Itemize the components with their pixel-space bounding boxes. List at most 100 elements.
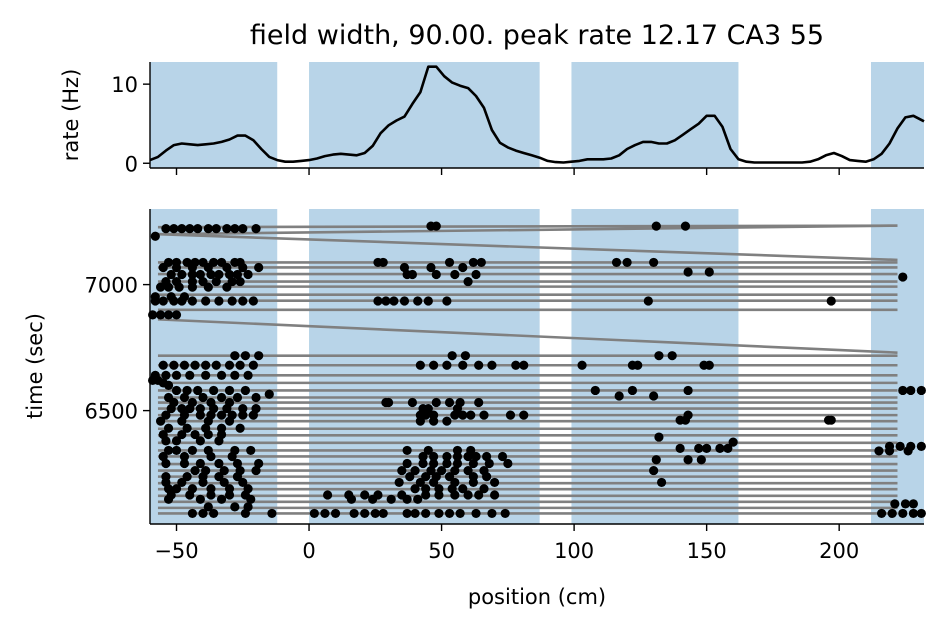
spike-point xyxy=(874,446,884,456)
spike-point xyxy=(683,455,693,465)
spike-point xyxy=(216,392,227,403)
spike-point xyxy=(238,477,248,488)
spike-point xyxy=(238,296,248,306)
spike-point xyxy=(482,472,492,482)
spike-point xyxy=(198,477,208,488)
spike-point xyxy=(643,296,653,306)
rate-panel-title: field width, 90.00. peak rate 12.17 CA3 … xyxy=(250,20,824,51)
spike-point xyxy=(633,360,643,370)
spike-point xyxy=(243,370,253,380)
spike-point xyxy=(206,490,216,500)
spike-point xyxy=(444,472,455,482)
spike-point xyxy=(436,465,447,476)
spike-point xyxy=(622,257,632,268)
spike-point xyxy=(442,360,452,370)
spike-point xyxy=(171,262,182,273)
spike-point xyxy=(702,443,712,453)
spike-point xyxy=(224,484,235,494)
spike-point xyxy=(418,451,428,462)
spike-point xyxy=(487,508,497,519)
spike-point xyxy=(654,432,664,442)
raster-x-tick-label: 0 xyxy=(302,539,315,563)
spike-point xyxy=(182,423,192,433)
spike-point xyxy=(195,458,205,469)
spike-point xyxy=(407,269,418,280)
spike-point xyxy=(190,465,200,476)
raster-y-label: time (sec) xyxy=(23,313,47,419)
spike-point xyxy=(423,445,433,456)
spike-point xyxy=(177,269,187,280)
spike-point xyxy=(246,445,256,456)
spike-point xyxy=(224,385,235,396)
spike-point xyxy=(330,508,341,519)
spike-point xyxy=(656,477,667,488)
spike-point xyxy=(211,360,221,370)
spike-point xyxy=(214,296,224,306)
rate-panel-axes xyxy=(149,62,924,169)
spike-point xyxy=(471,508,481,519)
spike-point xyxy=(908,508,918,519)
spike-point xyxy=(421,508,431,519)
spike-point xyxy=(680,415,691,425)
spike-point xyxy=(452,451,463,462)
spike-point xyxy=(434,490,444,500)
spike-point xyxy=(471,451,481,462)
rate-panel-series xyxy=(149,65,925,164)
spike-point xyxy=(667,351,677,361)
rate-y-tick-label: 0 xyxy=(125,152,138,176)
spike-point xyxy=(649,257,659,268)
raster-y-tick-label: 6500 xyxy=(85,400,138,424)
spike-point xyxy=(410,508,420,519)
spike-point xyxy=(463,276,473,287)
spike-point xyxy=(195,403,205,414)
spike-point xyxy=(450,269,460,280)
spike-point xyxy=(179,458,190,469)
spike-point xyxy=(238,410,248,420)
spike-point xyxy=(474,490,484,500)
spike-point xyxy=(452,458,463,469)
spike-point xyxy=(179,360,190,370)
spike-point xyxy=(442,458,452,469)
spike-point xyxy=(389,296,399,306)
spike-point xyxy=(254,351,264,361)
spike-point xyxy=(177,429,187,440)
spike-point xyxy=(224,490,235,500)
spike-point xyxy=(243,269,253,280)
spike-point xyxy=(402,508,412,519)
spike-point xyxy=(479,410,489,420)
spike-point xyxy=(898,385,908,396)
spike-point xyxy=(431,269,441,280)
rate-shaded-region-0 xyxy=(150,62,278,168)
spike-point xyxy=(230,370,240,380)
spike-point xyxy=(405,472,415,482)
spike-point xyxy=(876,508,887,519)
spike-point xyxy=(723,443,733,453)
spike-point xyxy=(224,416,235,426)
spike-point xyxy=(246,494,256,504)
spike-point xyxy=(224,269,235,280)
spike-point xyxy=(397,465,407,476)
spike-point xyxy=(203,282,213,292)
spike-point xyxy=(166,403,176,414)
spike-point xyxy=(185,370,195,380)
spike-point xyxy=(468,458,478,469)
trajectory-segment xyxy=(157,232,898,262)
spike-point xyxy=(171,484,182,494)
spike-point xyxy=(447,351,457,361)
spike-point xyxy=(248,296,258,306)
spike-point xyxy=(415,477,425,488)
spike-point xyxy=(442,451,452,462)
spike-point xyxy=(590,385,600,396)
rate-panel: 0 10 field width, 90.00. peak rate 12.17 … xyxy=(59,20,925,176)
spike-point xyxy=(214,472,224,482)
spike-point xyxy=(898,272,908,282)
spike-point xyxy=(399,262,410,273)
spike-point xyxy=(150,231,160,241)
spike-point xyxy=(230,502,240,512)
spike-point xyxy=(187,445,198,456)
raster-x-label: position (cm) xyxy=(468,585,606,609)
spike-point xyxy=(174,282,184,292)
spike-point xyxy=(169,360,179,370)
raster-panel: 6500 7000 −50 0 50 100 150 200 position (cm) t… xyxy=(23,209,926,609)
spike-point xyxy=(219,465,229,476)
